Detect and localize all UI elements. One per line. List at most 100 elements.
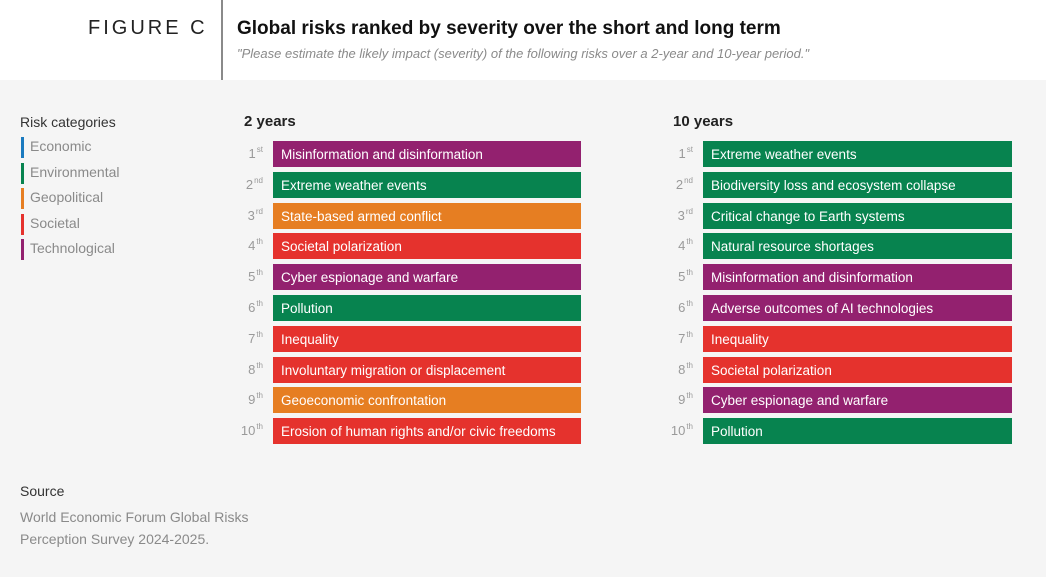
rank-value: 9 — [678, 392, 686, 408]
rank-value: 3 — [247, 207, 255, 223]
rank-suffix: th — [686, 329, 693, 339]
rank-value: 1 — [678, 146, 686, 161]
legend-item-societal: Societal — [20, 213, 116, 239]
rank-value: 5 — [678, 269, 686, 285]
rank-value: 7 — [678, 330, 686, 346]
rank-suffix: st — [686, 145, 693, 154]
rank-number: 6th — [248, 299, 263, 315]
risk-bar-environmental: Pollution — [703, 418, 1012, 445]
legend-title: Risk categories — [20, 114, 116, 130]
rank-number: 1st — [248, 145, 263, 161]
legend-item-environmental: Environmental — [20, 162, 120, 188]
rank-value: 1 — [248, 146, 256, 161]
figure-label: FIGURE C — [88, 17, 208, 39]
legend-swatch — [21, 162, 24, 184]
rank-value: 4 — [678, 238, 686, 254]
legend-label: Environmental — [30, 163, 120, 180]
risk-bar-geopolitical: Geoeconomic confrontation — [273, 387, 581, 414]
risk-label: Misinformation and disinformation — [281, 147, 483, 162]
rank-row: 9th Cyber espionage and warfare — [663, 387, 1012, 414]
rank-value: 2 — [245, 176, 254, 192]
risk-label: Cyber espionage and warfare — [711, 393, 889, 409]
risk-bar-technological: Misinformation and disinformation — [273, 141, 581, 167]
rank-row: 4th Natural resource shortages — [663, 233, 1012, 260]
risk-bar-geopolitical: State-based armed conflict — [273, 202, 581, 229]
rank-value: 8 — [248, 361, 256, 377]
rank-value: 2 — [675, 176, 684, 192]
risk-label: Adverse outcomes of AI technologies — [711, 301, 934, 316]
legend-swatch — [21, 188, 24, 209]
rank-number: 1st — [678, 145, 693, 161]
rank-number: 5th — [678, 268, 693, 285]
rank-suffix: nd — [684, 175, 693, 185]
risk-label: Cyber espionage and warfare — [281, 270, 459, 286]
rank-value: 4 — [248, 238, 256, 254]
risk-label: Critical change to Earth systems — [711, 208, 905, 224]
rank-row: 9th Geoeconomic confrontation — [233, 387, 581, 414]
rank-suffix: rd — [255, 206, 263, 216]
source-line-1: World Economic Forum Global Risks — [20, 509, 249, 525]
legend-item-geopolitical: Geopolitical — [20, 187, 116, 213]
rank-value: 8 — [678, 361, 686, 377]
risk-label: Natural resource shortages — [711, 239, 874, 255]
rank-value: 7 — [248, 330, 256, 346]
rank-number: 10th — [241, 422, 263, 438]
rank-row: 10th Erosion of human rights and/or civic… — [233, 418, 581, 445]
rank-row: 10th Pollution — [663, 418, 1012, 445]
risk-label: Inequality — [711, 331, 769, 347]
rank-value: 5 — [248, 269, 256, 285]
rank-row: 1st Misinformation and disinformation — [233, 141, 581, 167]
rank-row: 7th Inequality — [663, 325, 1012, 352]
risk-bar-technological: Adverse outcomes of AI technologies — [703, 295, 1012, 321]
risk-bar-environmental: Pollution — [273, 295, 581, 321]
rank-suffix: nd — [254, 175, 263, 185]
chart-subtitle: "Please estimate the likely impact (seve… — [237, 46, 810, 61]
source-title: Source — [20, 483, 65, 499]
rank-number: 5th — [248, 268, 263, 285]
rank-number: 10th — [671, 422, 693, 438]
rank-suffix: th — [256, 299, 263, 308]
rank-suffix: th — [686, 422, 693, 432]
rank-suffix: th — [686, 299, 693, 308]
rank-row: 5th Misinformation and disinformation — [663, 264, 1012, 291]
risk-label: Misinformation and disinformation — [711, 270, 913, 286]
legend-item-economic: Economic — [20, 136, 116, 162]
rank-number: 4th — [678, 237, 693, 254]
rank-row: 2nd Biodiversity loss and ecosystem colla… — [663, 171, 1012, 198]
legend-label: Geopolitical — [30, 189, 104, 205]
rank-suffix: th — [256, 422, 263, 432]
rank-number: 7th — [248, 330, 263, 346]
rank-row: 6th Adverse outcomes of AI technologies — [663, 295, 1012, 321]
rank-suffix: th — [256, 268, 263, 278]
rank-number: 6th — [678, 299, 693, 315]
risk-bar-environmental: Extreme weather events — [703, 141, 1012, 167]
legend-items: Economic Environmental Geopolitical Societa… — [20, 136, 120, 264]
risk-label: Involuntary migration or displacement — [281, 362, 506, 378]
risk-label: Pollution — [281, 301, 333, 316]
rank-number: 2nd — [675, 175, 693, 192]
rank-value: 3 — [677, 207, 685, 223]
rank-number: 8th — [248, 361, 263, 377]
figure-header: FIGURE C Global risks ranked by severity… — [0, 0, 1046, 80]
column-title-2-years: 2 years — [244, 113, 296, 130]
risk-bar-societal: Involuntary migration or displacement — [273, 356, 581, 383]
rank-value: 9 — [248, 392, 256, 408]
legend-item-technological: Technological — [20, 238, 116, 264]
risk-label: Pollution — [711, 424, 763, 440]
rank-number: 7th — [678, 329, 693, 346]
risk-bar-environmental: Extreme weather events — [273, 171, 581, 198]
source-text: World Economic Forum Global Risks Percep… — [20, 506, 248, 550]
rank-value: 6 — [678, 300, 686, 315]
rank-number: 2nd — [245, 175, 263, 192]
rank-number: 3rd — [677, 207, 693, 223]
rank-row: 1st Extreme weather events — [663, 141, 1012, 167]
rank-number: 3rd — [247, 206, 263, 223]
risk-bar-societal: Societal polarization — [703, 356, 1012, 383]
rank-row: 8th Involuntary migration or displacement — [233, 356, 581, 383]
rank-suffix: th — [686, 268, 693, 278]
rank-number: 9th — [248, 391, 263, 408]
source-line-2: Perception Survey 2024-2025. — [20, 531, 210, 547]
chart-title: Global risks ranked by severity over the… — [237, 18, 781, 39]
risk-bar-environmental: Biodiversity loss and ecosystem collapse — [703, 171, 1012, 198]
risk-label: Societal polarization — [281, 239, 402, 255]
